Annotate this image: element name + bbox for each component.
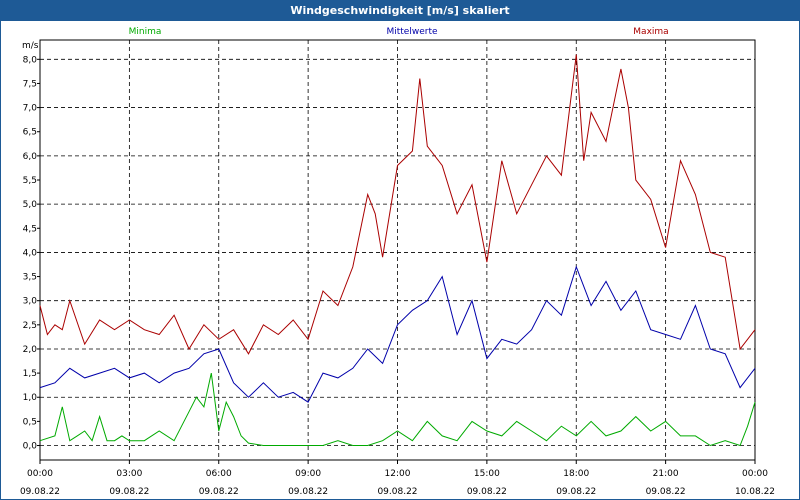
x-tick-time: 12:00 xyxy=(385,469,411,479)
y-tick-label: 3,5 xyxy=(23,273,37,283)
x-tick-date: 09.08.22 xyxy=(377,487,417,497)
x-tick-date: 09.08.22 xyxy=(199,487,239,497)
y-axis-label: m/s xyxy=(22,41,39,51)
legend-mittelwerte: Mittelwerte xyxy=(386,27,437,37)
y-tick-label: 5,0 xyxy=(23,200,38,210)
y-tick-label: 0,5 xyxy=(23,417,37,427)
grid xyxy=(40,40,755,460)
y-tick-label: 7,0 xyxy=(23,104,38,114)
series-line-minima xyxy=(39,372,756,447)
series-line-mittelwerte xyxy=(39,265,756,403)
x-tick-time: 18:00 xyxy=(563,469,589,479)
x-tick-date: 09.08.22 xyxy=(556,487,596,497)
x-tick-time: 00:00 xyxy=(742,469,768,479)
series-lines xyxy=(39,54,756,447)
y-tick-label: 8,0 xyxy=(23,55,38,65)
x-tick-date: 09.08.22 xyxy=(646,487,686,497)
x-tick-time: 06:00 xyxy=(206,469,232,479)
y-tick-label: 0,0 xyxy=(23,442,38,452)
y-tick-label: 6,5 xyxy=(23,128,37,138)
y-tick-label: 2,0 xyxy=(23,345,38,355)
x-tick-time: 21:00 xyxy=(653,469,679,479)
y-tick-label: 5,5 xyxy=(23,176,37,186)
legend-maxima: Maxima xyxy=(633,27,668,37)
y-tick-label: 1,5 xyxy=(23,369,37,379)
x-tick-date: 09.08.22 xyxy=(467,487,507,497)
x-tick-time: 03:00 xyxy=(116,469,142,479)
x-tick-date: 09.08.22 xyxy=(109,487,149,497)
y-tick-label: 7,5 xyxy=(23,79,37,89)
y-tick-label: 4,0 xyxy=(23,248,38,258)
legend-minima: Minima xyxy=(129,27,162,37)
legend: Minima Mittelwerte Maxima xyxy=(129,27,669,37)
x-tick-time: 00:00 xyxy=(27,469,53,479)
chart-title: Windgeschwindigkeit [m/s] skaliert xyxy=(1,1,799,21)
x-tick-time: 09:00 xyxy=(295,469,321,479)
series-line-maxima xyxy=(39,54,756,355)
x-tick-date: 09.08.22 xyxy=(20,487,60,497)
x-tick-time: 15:00 xyxy=(474,469,500,479)
y-tick-label: 1,0 xyxy=(23,393,38,403)
y-tick-label: 4,5 xyxy=(23,224,37,234)
y-tick-label: 6,0 xyxy=(23,152,38,162)
y-axis-ticks: 0,0 0,5 1,0 1,5 2,0 2,5 3,0 3,5 4,0 4,5 5,0 5,5 6,0 6… xyxy=(23,55,40,452)
x-tick-date: 10.08.22 xyxy=(735,487,775,497)
y-tick-label: 3,0 xyxy=(23,297,38,307)
x-tick-date: 09.08.22 xyxy=(288,487,328,497)
x-axis-ticks: 00:00 09.08.22 03:00 09.08.22 06:00 09.08.22 0… xyxy=(20,460,775,497)
y-tick-label: 2,5 xyxy=(23,321,37,331)
